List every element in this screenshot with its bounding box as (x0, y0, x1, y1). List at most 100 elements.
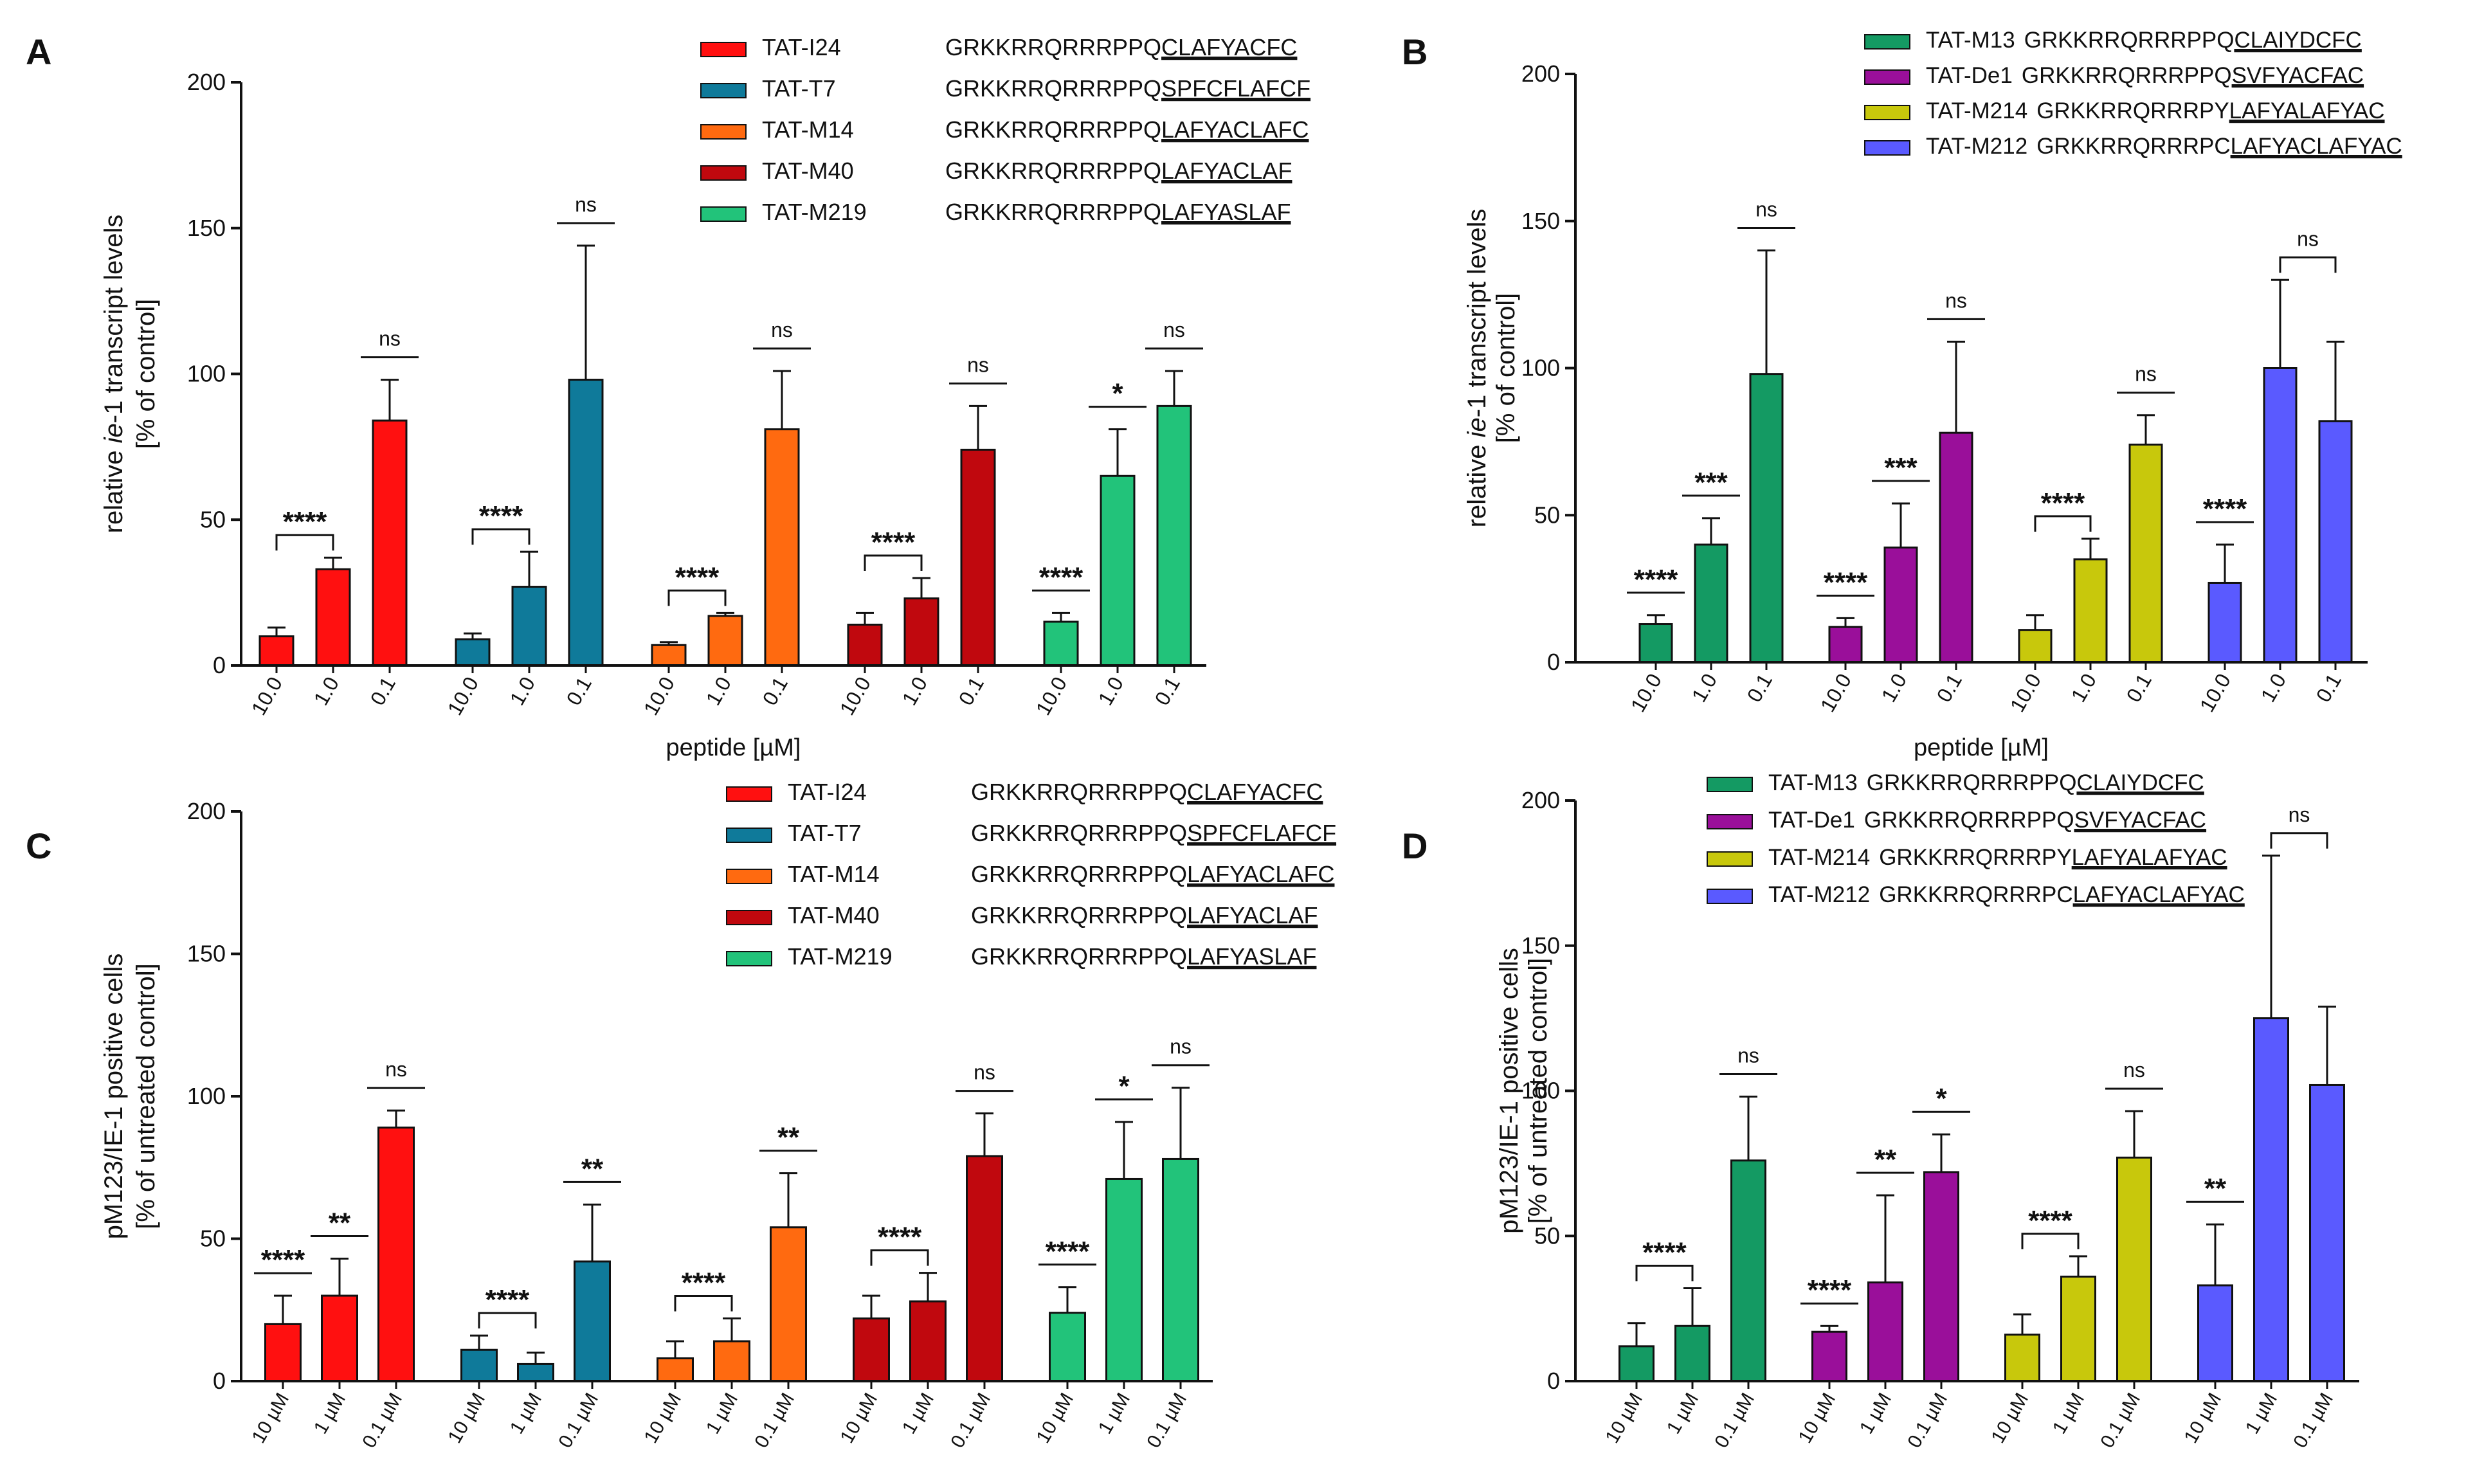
legend-swatch (726, 828, 772, 843)
significance-marker: **** (1627, 564, 1685, 595)
x-tick-label: 10.0 (835, 673, 875, 719)
significance-marker: ns (2270, 803, 2328, 849)
bar (770, 1226, 807, 1382)
y-axis-label: pM123/IE-1 positive cells (100, 954, 128, 1240)
bar (2116, 1156, 2152, 1382)
significance-marker: **** (1032, 561, 1090, 593)
significance-marker: **** (2021, 1205, 2080, 1249)
significance-marker: ns (2117, 363, 2175, 394)
significance-marker: **** (1817, 566, 1874, 598)
significance-marker: **** (1635, 1237, 1694, 1281)
significance-bracket (2021, 1233, 2080, 1249)
significance-marker: **** (275, 506, 334, 551)
significance-marker: ns (557, 193, 615, 224)
legend-name: TAT-M219 (788, 943, 893, 970)
y-tick-label: 0 (1547, 1368, 1560, 1394)
x-tick-label: 0.1 µM (2096, 1389, 2144, 1451)
series-tat-t7: 10.0 1.0 0.1 **** ns (443, 193, 615, 719)
legend-item: TAT-I24 GRKKRRQRRRPPQ CLAFYACFC (700, 34, 1298, 60)
x-tick-label: 0.1 (2122, 670, 2156, 707)
legend-swatch (700, 83, 747, 98)
bar (2263, 367, 2298, 664)
legend-name: TAT-M214 (1768, 845, 1870, 870)
bar (853, 1317, 890, 1382)
legend-swatch (726, 951, 772, 966)
significance-label: *** (1694, 467, 1728, 498)
legend-sequence-suffix: LAFYACLAFYAC (2073, 882, 2245, 907)
x-tick-label: 0.1 (366, 673, 400, 710)
y-tick-label: 50 (200, 506, 226, 532)
x-tick-label: 1.0 (2256, 670, 2290, 707)
legend-item: TAT-De1 GRKKRRQRRRPPQ SVFYACFAC (1707, 808, 2207, 833)
y-tick-label: 200 (1521, 60, 1560, 87)
bar (460, 1348, 498, 1382)
x-tick-label: 10 µM (444, 1389, 489, 1447)
series-tat-i24: 10.0 1.0 0.1 **** ns (247, 327, 419, 719)
legend-sequence-suffix: SVFYACFAC (2074, 808, 2207, 833)
legend-sequence-suffix: LAFYACLAFC (1187, 861, 1334, 887)
significance-label: **** (675, 561, 720, 593)
legend-sequence-suffix: LAFYALAFYAC (2072, 845, 2227, 870)
bar (2018, 629, 2053, 664)
x-tick-label: 1.0 (1877, 670, 1911, 707)
legend-sequence-suffix: SPFCFLAFCF (1161, 75, 1310, 102)
legend-swatch (700, 206, 747, 222)
x-tick-label: 0.1 (954, 673, 988, 710)
bar (1923, 1171, 1959, 1382)
legend-sequence-prefix: GRKKRRQRRRPPQ (945, 199, 1161, 225)
legend-name: TAT-M13 (1926, 28, 2015, 53)
legend-item: TAT-M13 GRKKRRQRRRPPQ CLAIYDCFC (1864, 28, 2362, 53)
legend-sequence-suffix: SVFYACFAC (2232, 63, 2364, 88)
significance-label: ** (581, 1153, 604, 1184)
legend-item: TAT-M14 GRKKRRQRRRPPQ LAFYACLAFC (726, 861, 1335, 887)
legend-sequence-suffix: LAFYACLAFYAC (2231, 134, 2402, 159)
y-tick-label: 100 (187, 361, 226, 387)
legend-sequence-prefix: GRKKRRQRRRPPQ (971, 943, 1187, 970)
legend-swatch (1707, 889, 1753, 904)
legend-swatch (726, 869, 772, 884)
legend-sequence-suffix: CLAIYDCFC (2234, 28, 2361, 53)
series-tat-m13: 10 µM 1 µM 0.1 µM **** ns (1601, 1044, 1777, 1451)
legend-swatch (1864, 105, 1910, 120)
significance-bracket (1635, 1265, 1694, 1281)
x-tick-label: 0.1 µM (1903, 1389, 1952, 1451)
x-tick-label: 0.1 µM (1710, 1389, 1759, 1451)
bar (372, 419, 408, 667)
x-tick-label: 1.0 (309, 673, 343, 710)
significance-marker: ns (1927, 289, 1985, 320)
bar (455, 638, 491, 667)
x-tick-label: 0.1 (1932, 670, 1966, 707)
significance-marker: ** (759, 1122, 817, 1154)
x-tick-label: 1 µM (1094, 1389, 1134, 1438)
x-tick-label: 10.0 (2006, 670, 2045, 716)
bar (1811, 1330, 1847, 1382)
legend-sequence-prefix: GRKKRRQRRRPPQ (1864, 808, 2074, 833)
legend-sequence-suffix: LAFYASLAF (1161, 199, 1291, 225)
significance-marker: **** (2034, 487, 2092, 532)
x-tick-label: 10.0 (443, 673, 483, 719)
bar (903, 597, 939, 667)
series-tat-m219: 10.0 1.0 0.1*****ns (1031, 318, 1203, 719)
x-tick-label: 10 µM (1794, 1389, 1840, 1447)
x-tick-label: 10 µM (836, 1389, 882, 1447)
significance-marker: ns (367, 1058, 425, 1089)
significance-marker: **** (1038, 1236, 1096, 1267)
y-tick-label: 0 (213, 652, 226, 678)
significance-label: ns (379, 327, 401, 350)
legend-name: TAT-De1 (1926, 63, 2013, 88)
legend-swatch (1864, 34, 1910, 50)
panel-d: D 0 50 100 150 200 pM123/IE-1 positive cells [%… (1402, 770, 2359, 1451)
series-tat-t7: 10 µM 1 µM 0.1 µM****** (444, 1153, 621, 1451)
significance-bracket (275, 534, 334, 551)
significance-marker: * (1089, 378, 1147, 410)
significance-bracket (667, 589, 727, 606)
significance-label: **** (479, 500, 523, 532)
legend-name: TAT-M14 (762, 116, 854, 143)
significance-bracket (471, 528, 530, 545)
bar (1162, 1157, 1199, 1382)
legend-sequence-prefix: GRKKRRQRRRPPQ (945, 34, 1161, 60)
bar (2128, 443, 2163, 664)
